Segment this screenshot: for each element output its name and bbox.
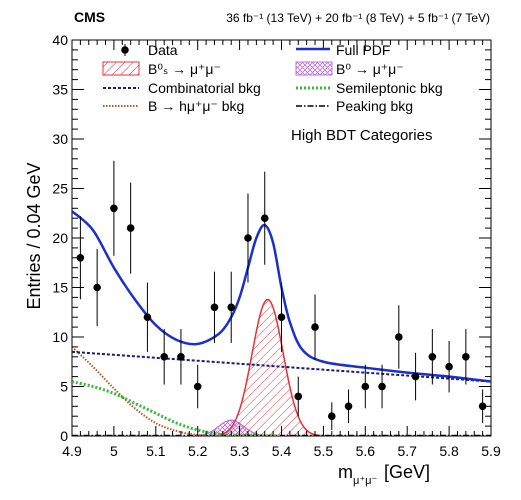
x-axis-label-sub: μ⁺μ⁻ [353, 475, 377, 487]
combinatorial-bkg-curve [72, 350, 491, 383]
data-point [478, 402, 487, 411]
x-axis-label: m μ⁺μ⁻ [GeV] [338, 462, 430, 487]
x-axis-label-m: m [338, 462, 353, 482]
x-tick-label: 5.3 [230, 443, 250, 459]
legend-bs-swatch [102, 61, 140, 76]
x-tick-label: 5 [110, 443, 118, 459]
bs-signal-shape [205, 298, 330, 436]
y-tick-label: 25 [52, 181, 68, 197]
axis-ticks: 4.9 5 5.1 5.2 5.3 5.4 5.5 5.6 5.7 5.8 5.9 0 5 10 15 20 2… [52, 32, 501, 459]
data-point [445, 362, 453, 371]
y-tick-label: 0 [60, 428, 68, 444]
semileptonic-bkg-curve [72, 380, 282, 436]
y-tick-label: 15 [52, 280, 68, 296]
y-tick-label: 40 [52, 32, 68, 48]
data-point [126, 224, 135, 232]
data-point [311, 323, 319, 331]
x-tick-label: 4.9 [62, 443, 82, 459]
x-tick-label: 5.4 [272, 443, 292, 459]
x-tick-label: 5.6 [356, 443, 376, 459]
legend: Data Full PDF B⁰ₛ → μ⁺μ⁻ B⁰ → μ⁺μ⁻ Combi… [102, 42, 443, 114]
legend-b0-swatch [295, 61, 333, 76]
y-axis-label: Entries / 0.04 GeV [24, 162, 44, 309]
data-point [193, 382, 202, 391]
experiment-label: CMS [74, 9, 105, 25]
legend-semileptonic-label: Semileptonic bkg [336, 80, 443, 96]
y-tick-label: 5 [60, 379, 68, 395]
data-point [244, 234, 252, 242]
data-point [428, 353, 437, 361]
data-point [411, 372, 420, 381]
y-tick-label: 10 [52, 329, 68, 345]
data-point [110, 204, 118, 213]
x-tick-label: 5.9 [481, 443, 501, 459]
data-point [93, 283, 101, 292]
b-to-hmumu-curve [72, 346, 219, 436]
luminosity-label: 36 fb⁻¹ (13 TeV) + 20 fb⁻¹ (8 TeV) + 5 f… [226, 11, 490, 25]
data-point [395, 333, 403, 341]
data-point [210, 303, 219, 312]
data-point [227, 303, 236, 312]
x-tick-label: 5.5 [314, 443, 334, 459]
data-point [143, 313, 152, 322]
data-point [294, 392, 303, 401]
x-axis-label-unit: [GeV] [384, 462, 430, 482]
data-point [277, 313, 286, 322]
data-point [462, 353, 470, 361]
legend-bs-label: B⁰ₛ → μ⁺μ⁻ [148, 61, 221, 77]
data-point [260, 214, 269, 222]
y-tick-label: 30 [52, 131, 68, 147]
y-tick-label: 20 [52, 230, 68, 246]
data-point [327, 412, 336, 421]
x-tick-label: 5.2 [188, 443, 208, 459]
data-point [378, 382, 386, 391]
full-pdf-curve [72, 210, 491, 383]
legend-combinatorial-label: Combinatorial bkg [148, 80, 261, 96]
x-tick-label: 5.7 [397, 443, 417, 459]
data-point [344, 402, 353, 411]
data-point [361, 382, 370, 391]
data-point [160, 353, 168, 361]
legend-bhmumu-label: B → hμ⁺μ⁻ bkg [148, 98, 244, 114]
x-tick-label: 5.8 [439, 443, 459, 459]
y-tick-label: 35 [52, 82, 68, 98]
legend-b0-label: B⁰ → μ⁺μ⁻ [336, 61, 404, 77]
data-point [177, 353, 185, 361]
legend-full-pdf-label: Full PDF [336, 42, 390, 58]
data-points [76, 160, 487, 431]
x-tick-label: 5.1 [146, 443, 166, 459]
data-point [76, 253, 85, 262]
category-annotation: High BDT Categories [291, 127, 432, 144]
legend-peaking-label: Peaking bkg [336, 98, 413, 114]
legend-data-label: Data [148, 42, 178, 58]
